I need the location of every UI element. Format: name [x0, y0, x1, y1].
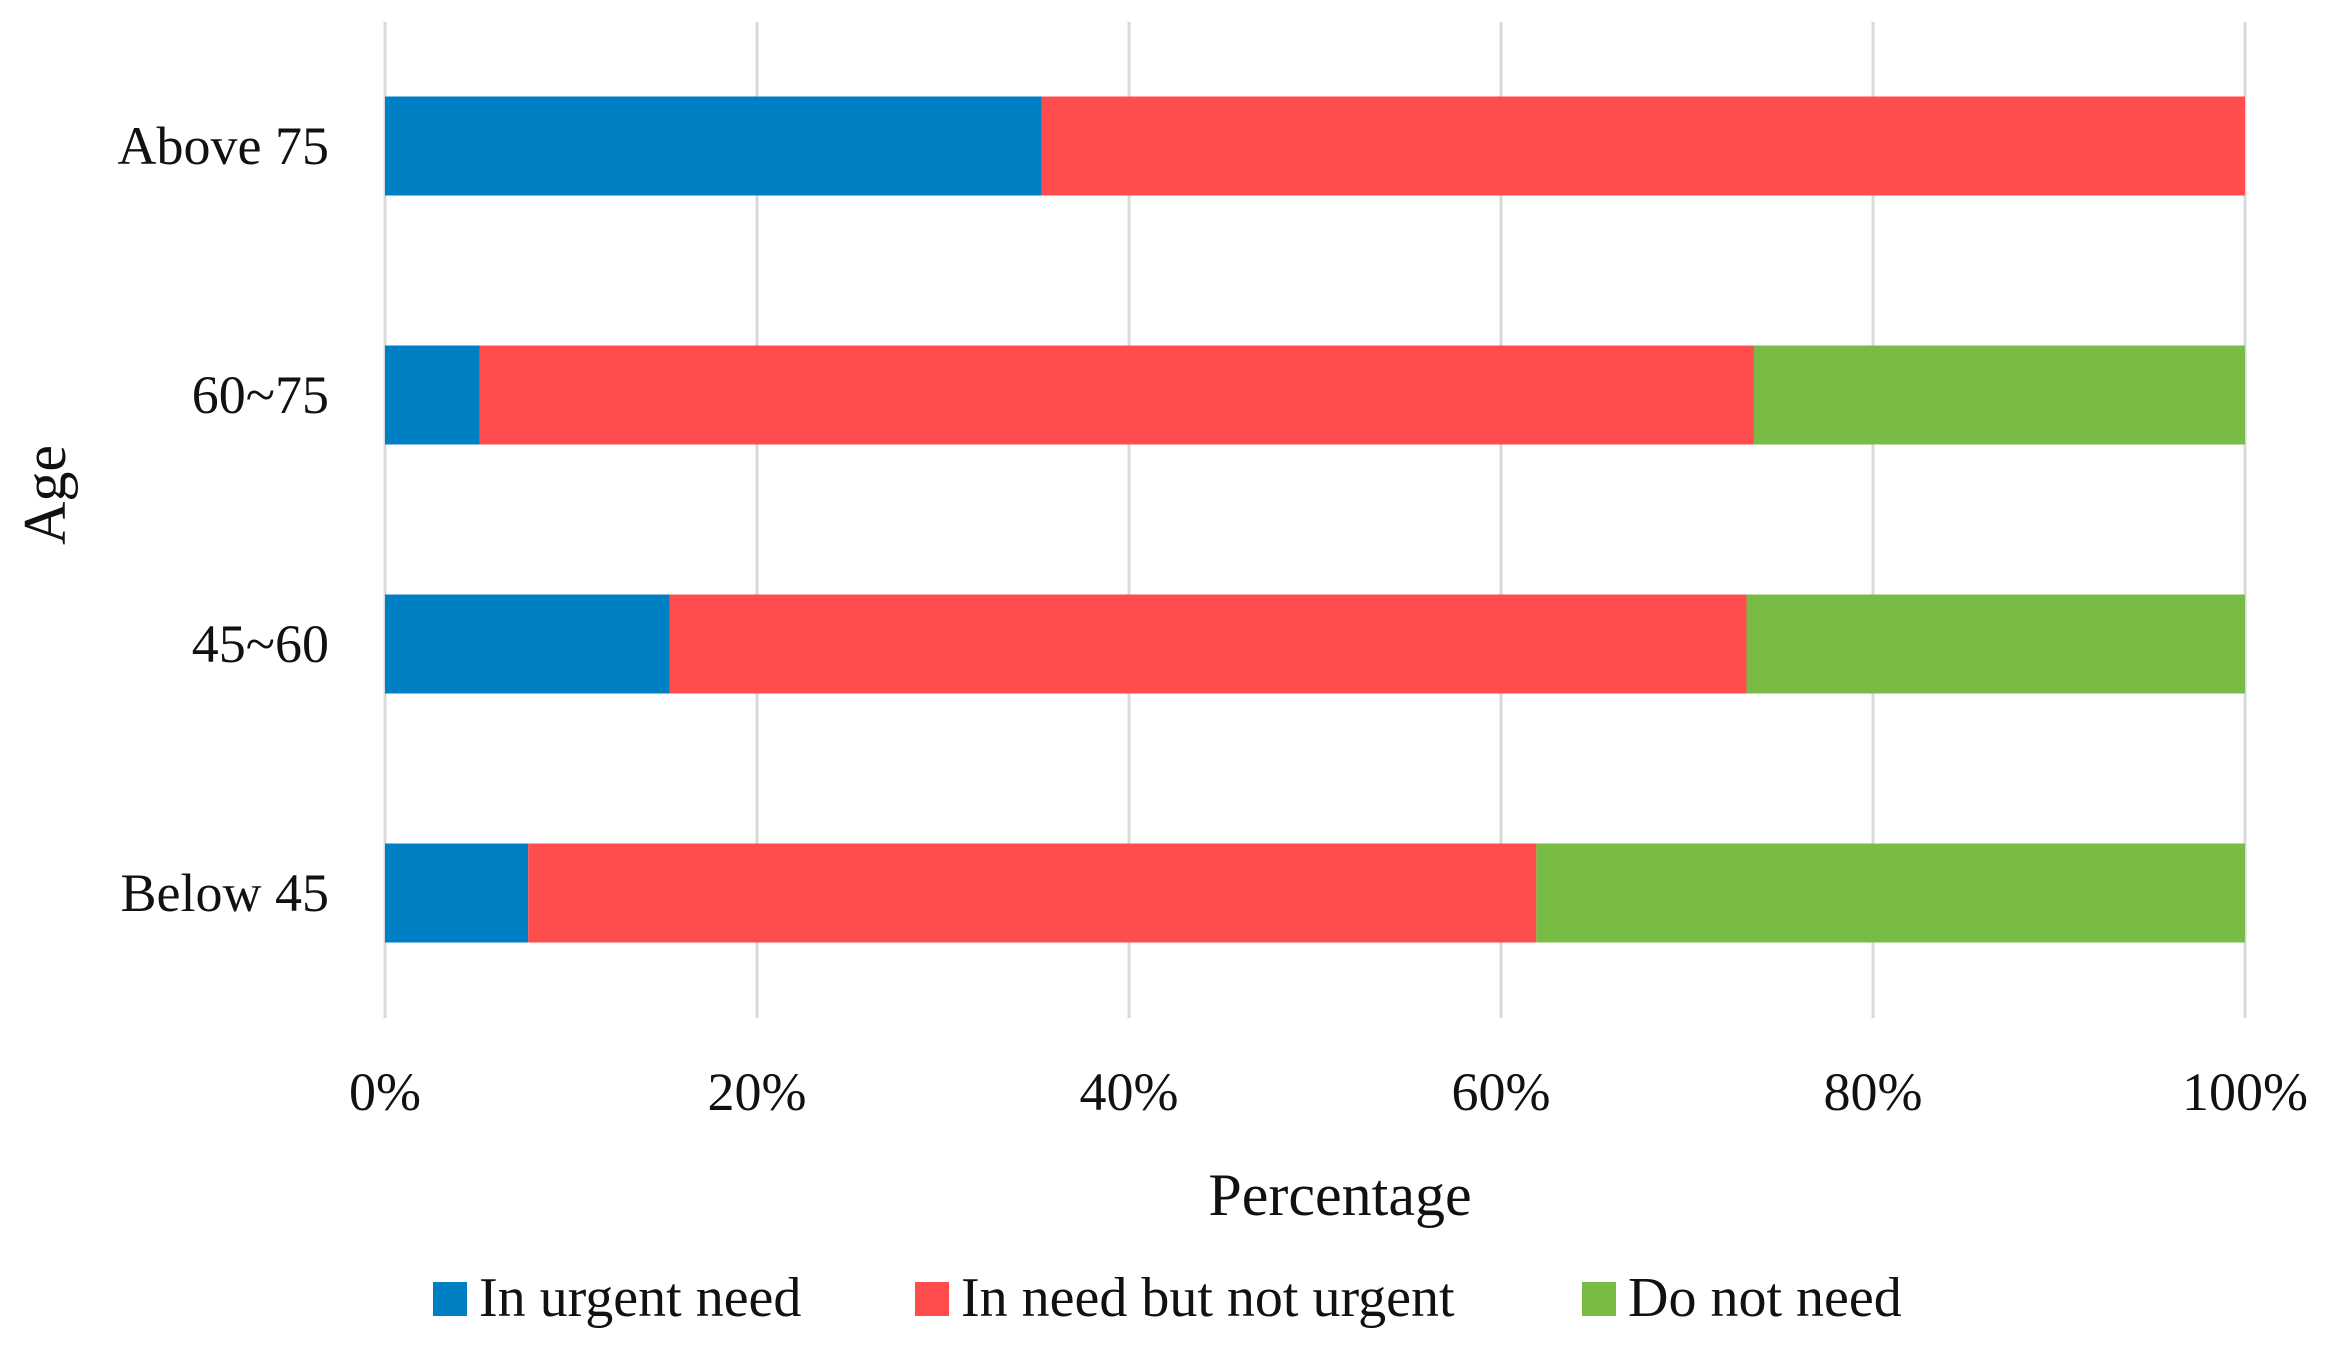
legend-swatch-0 — [433, 1282, 467, 1316]
legend-label-2: Do not need — [1628, 1267, 1902, 1329]
legend: In urgent need In need but not urgent Do n… — [433, 1267, 1902, 1329]
legend-swatch-2 — [1582, 1282, 1616, 1316]
bar-segment-2-0 — [385, 594, 670, 694]
legend-label-1: In need but not urgent — [961, 1267, 1455, 1329]
y-tick-label-0: Above 75 — [118, 116, 329, 176]
bars-layer — [385, 96, 2245, 943]
bar-segment-1-2 — [1753, 345, 2245, 445]
bar-segment-2-1 — [669, 594, 1747, 694]
bar-segment-0-1 — [1041, 96, 2245, 196]
bar-segment-1-1 — [479, 345, 1754, 445]
x-tick-label-5: 100% — [2182, 1062, 2308, 1122]
bar-segment-0-0 — [385, 96, 1042, 196]
y-tick-label-1: 60~75 — [192, 365, 329, 425]
bar-segment-3-0 — [385, 843, 529, 943]
bar-segment-1-0 — [385, 345, 480, 445]
bar-segment-3-2 — [1536, 843, 2245, 943]
legend-label-0: In urgent need — [479, 1267, 801, 1329]
x-tick-label-4: 80% — [1824, 1062, 1923, 1122]
legend-swatch-1 — [915, 1282, 949, 1316]
y-tick-label-2: 45~60 — [192, 614, 329, 674]
bar-segment-3-1 — [528, 843, 1537, 943]
x-axis-tick-labels: 0% 20% 40% 60% 80% 100% — [349, 1062, 2308, 1122]
x-tick-label-2: 40% — [1080, 1062, 1179, 1122]
y-axis-tick-labels: Above 75 60~75 45~60 Below 45 — [118, 116, 329, 923]
bar-segment-2-2 — [1746, 594, 2245, 694]
x-axis-title: Percentage — [1208, 1162, 1471, 1228]
y-tick-label-3: Below 45 — [121, 863, 330, 923]
x-tick-label-3: 60% — [1452, 1062, 1551, 1122]
y-axis-title: Age — [12, 445, 78, 545]
x-tick-label-0: 0% — [349, 1062, 421, 1122]
x-tick-label-1: 20% — [708, 1062, 807, 1122]
